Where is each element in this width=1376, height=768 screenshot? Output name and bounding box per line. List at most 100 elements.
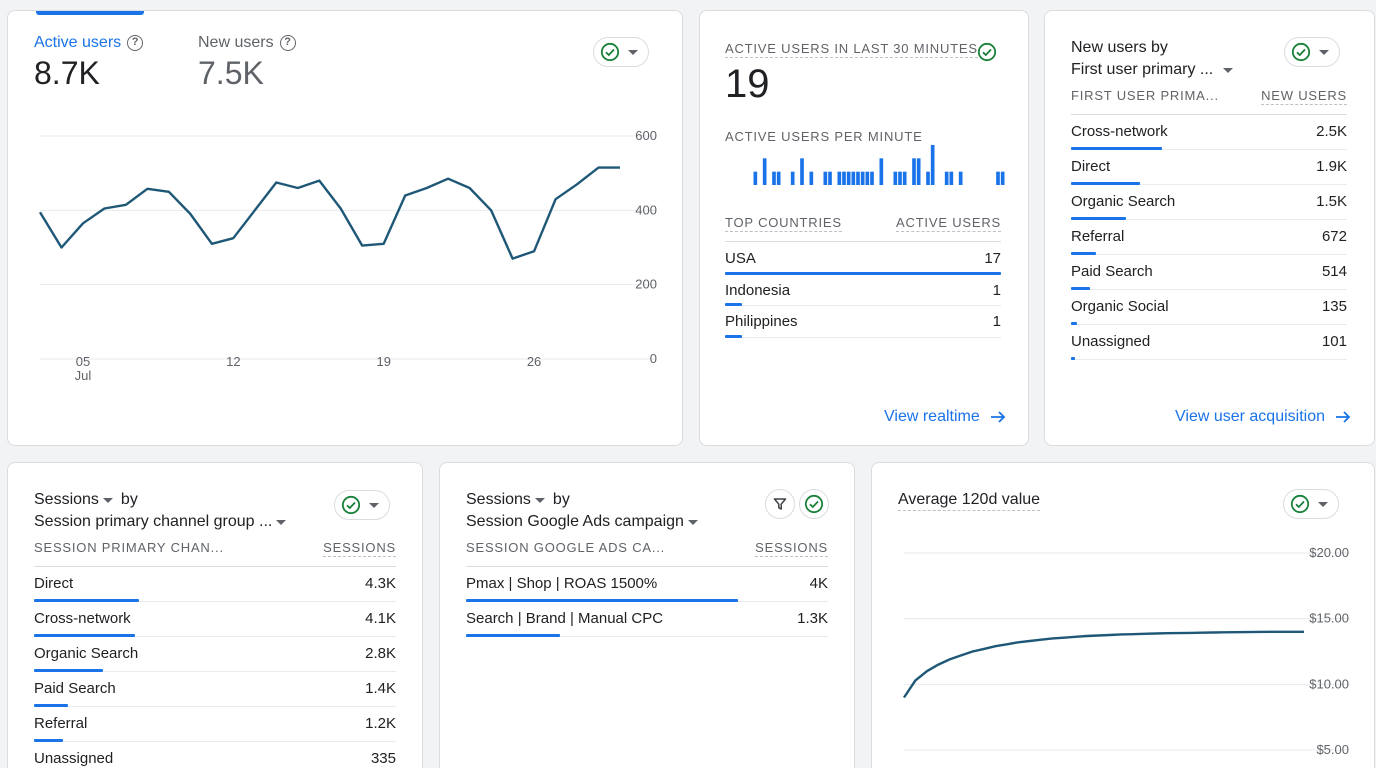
dimension-selector[interactable]: First user primary ...	[1071, 61, 1234, 79]
compare-menu-button[interactable]	[1283, 489, 1339, 519]
row-label: Indonesia	[725, 281, 791, 299]
avg-value-title[interactable]: Average 120d value	[898, 491, 1041, 511]
table-row[interactable]: Direct 1.9K	[1071, 150, 1347, 185]
active-users-value: 8.7K	[34, 55, 100, 91]
help-icon[interactable]: ?	[127, 35, 144, 51]
dimension-selector-label: Session Google Ads campaign	[466, 513, 684, 530]
row-value: 1	[992, 281, 1001, 299]
row-proportion-bar	[1071, 357, 1076, 360]
row-value: 672	[1321, 228, 1347, 245]
minute-bar	[958, 171, 963, 185]
x-tick-label: 19	[376, 354, 390, 369]
x-tick-label: 26	[527, 354, 541, 369]
metric-selector[interactable]: Sessions by	[466, 491, 570, 509]
view-user-acquisition-link[interactable]: View user acquisition	[1175, 408, 1351, 426]
chevron-down-icon	[276, 519, 287, 525]
overview-card: Active users? 8.7K New users? 7.5K 600 40…	[7, 10, 683, 446]
row-proportion-bar	[1071, 217, 1127, 220]
row-value: 1.9K	[1316, 158, 1347, 175]
minute-bar	[828, 171, 832, 185]
metric-selector[interactable]: Sessions by	[34, 491, 138, 509]
row-label: Pmax | Shop | ROAS 1500%	[466, 575, 658, 592]
compare-menu-button[interactable]	[334, 490, 390, 520]
minute-bar	[930, 145, 935, 185]
minute-bar	[762, 158, 767, 185]
col-sessions[interactable]: SESSIONS	[323, 540, 396, 557]
help-icon[interactable]: ?	[279, 35, 296, 51]
minute-bar	[916, 158, 921, 185]
dimension-selector-label: First user primary ...	[1071, 61, 1214, 78]
row-label: Direct	[1071, 158, 1111, 175]
table-row[interactable]: Paid Search 514	[1071, 255, 1347, 290]
minute-bar	[879, 158, 884, 185]
dimension-selector[interactable]: Session primary channel group ...	[34, 513, 287, 531]
filter-button[interactable]	[765, 489, 795, 519]
table-row[interactable]: Search | Brand | Manual CPC 1.3K	[466, 602, 828, 637]
filter-icon	[773, 498, 787, 510]
table-row[interactable]: Referral 672	[1071, 220, 1347, 255]
row-value: 1.5K	[1316, 193, 1347, 210]
minute-bar	[944, 171, 949, 185]
table-row[interactable]: Direct 4.3K	[34, 567, 396, 602]
row-value: 1	[992, 313, 1001, 330]
table-row[interactable]: Indonesia 1	[725, 275, 1001, 306]
table-row[interactable]: Paid Search 1.4K	[34, 672, 396, 707]
table-row[interactable]: Referral 1.2K	[34, 707, 396, 742]
col-first-user-primary[interactable]: FIRST USER PRIMA...	[1071, 88, 1219, 103]
minute-bar	[790, 171, 795, 185]
row-proportion-bar	[1071, 287, 1091, 290]
avg-value-card: Average 120d value $20.00 $15.00 $10.00 $5.…	[871, 462, 1375, 768]
table-row[interactable]: Unassigned 101	[1071, 325, 1347, 360]
row-label: USA	[725, 250, 756, 267]
table-row[interactable]: Unassigned 335	[34, 742, 396, 768]
new-users-tab[interactable]: New users? 7.5K	[198, 34, 296, 92]
col-sessions[interactable]: SESSIONS	[755, 540, 828, 557]
minute-bar	[898, 171, 902, 185]
row-label: Referral	[34, 715, 88, 732]
chevron-down-icon	[534, 497, 545, 503]
minute-bar	[753, 171, 758, 185]
y-tick-label: $5.00	[1316, 742, 1349, 757]
table-row[interactable]: Organic Search 1.5K	[1071, 185, 1347, 220]
row-label: Unassigned	[1071, 333, 1151, 350]
table-row[interactable]: USA 17	[725, 243, 1001, 275]
col-new-users[interactable]: NEW USERS	[1261, 88, 1347, 105]
table-row[interactable]: Cross-network 2.5K	[1071, 115, 1347, 150]
table-row[interactable]: Organic Social 135	[1071, 290, 1347, 325]
row-value: 135	[1321, 298, 1347, 315]
table-row[interactable]: Cross-network 4.1K	[34, 602, 396, 637]
check-circle-icon	[341, 495, 361, 515]
row-proportion-bar	[34, 739, 63, 742]
table-row[interactable]: Organic Search 2.8K	[34, 637, 396, 672]
row-proportion-bar	[1071, 252, 1096, 255]
chevron-down-icon	[1223, 67, 1234, 73]
row-proportion-bar	[1071, 147, 1163, 150]
compare-menu-button[interactable]	[1284, 37, 1340, 67]
dimension-selector[interactable]: Session Google Ads campaign	[466, 513, 698, 531]
chevron-down-icon	[1319, 49, 1329, 55]
y-tick-label: 200	[635, 277, 657, 292]
view-realtime-label: View realtime	[884, 408, 980, 425]
col-session-google-ads-campaign[interactable]: SESSION GOOGLE ADS CA...	[466, 540, 666, 555]
row-proportion-bar	[34, 599, 139, 602]
acquisition-card: New users by First user primary ... FIRS…	[1044, 10, 1375, 446]
view-realtime-link[interactable]: View realtime	[884, 408, 1006, 426]
compare-button[interactable]	[799, 489, 829, 519]
minute-bar	[856, 171, 860, 185]
table-row[interactable]: Philippines 1	[725, 306, 1001, 338]
x-tick-label: 05	[76, 354, 90, 369]
col-session-primary-channel[interactable]: SESSION PRIMARY CHAN...	[34, 540, 224, 555]
avg-value-line-chart: $20.00 $15.00 $10.00 $5.00	[903, 545, 1350, 757]
compare-menu-button[interactable]	[593, 37, 649, 67]
minute-bar	[865, 171, 870, 185]
active-users-tab[interactable]: Active users? 8.7K	[34, 34, 144, 92]
minute-bar	[823, 171, 828, 185]
arrow-right-icon	[990, 411, 1006, 423]
col-active-users[interactable]: ACTIVE USERS	[896, 215, 1001, 232]
row-label: Referral	[1071, 228, 1125, 245]
col-top-countries[interactable]: TOP COUNTRIES	[725, 215, 842, 232]
check-circle-icon[interactable]	[977, 42, 997, 62]
table-row[interactable]: Pmax | Shop | ROAS 1500% 4K	[466, 567, 828, 602]
acquisition-table-header: FIRST USER PRIMA... NEW USERS	[1071, 88, 1347, 115]
row-proportion-bar	[466, 599, 738, 602]
